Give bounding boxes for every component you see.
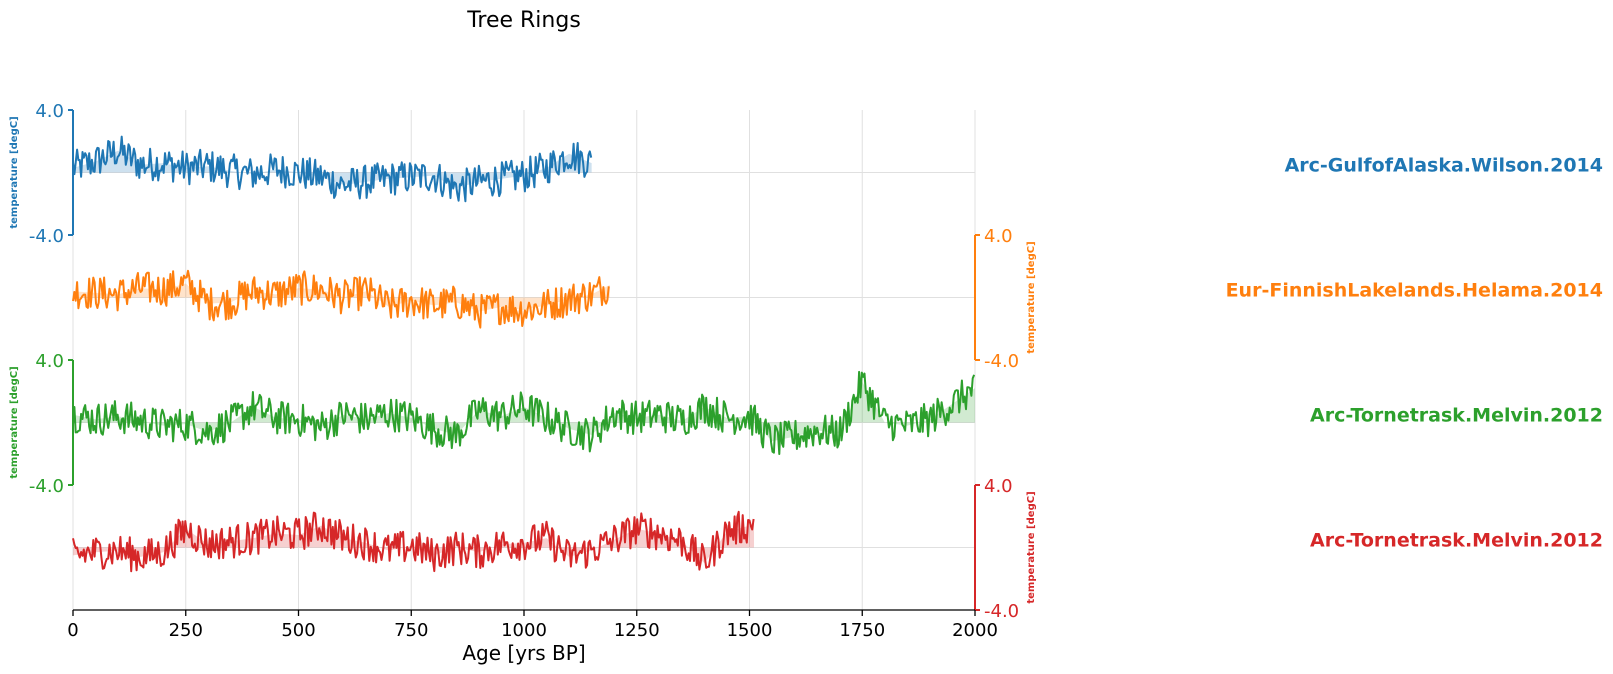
series-fill-2 xyxy=(73,381,975,442)
series-line-3 xyxy=(72,510,755,573)
y-axis-3: 4.0 -4.0 temperature [degC] xyxy=(974,476,1037,622)
y-axis-label: temperature [degC] xyxy=(9,116,20,228)
y-axis-2: 4.0 -4.0 temperature [degC] xyxy=(9,351,74,497)
x-axis-label: Age [yrs BP] xyxy=(462,641,585,665)
y-axis-0: 4.0 -4.0 temperature [degC] xyxy=(9,101,74,247)
x-tick-label: 500 xyxy=(281,620,315,641)
series-name-label: Eur-FinnishLakelands.Helama.2014 xyxy=(1226,280,1603,302)
y-tick-label: -4.0 xyxy=(29,476,64,497)
x-tick-label: 1000 xyxy=(501,620,547,641)
x-axis: 0 250 500 750 1000 1250 1500 1750 2000 xyxy=(67,609,998,641)
y-tick-label: 4.0 xyxy=(984,226,1013,247)
y-axis-label: temperature [degC] xyxy=(1026,491,1037,603)
y-tick-label: -4.0 xyxy=(29,226,64,247)
y-tick-label: -4.0 xyxy=(984,351,1019,372)
x-tick-label: 750 xyxy=(394,620,428,641)
y-tick-label: 4.0 xyxy=(35,351,64,372)
series-line-0 xyxy=(72,135,593,203)
x-tick-label: 250 xyxy=(169,620,203,641)
y-tick-label: 4.0 xyxy=(35,101,64,122)
series-line-2 xyxy=(72,370,976,455)
chart-title: Tree Rings xyxy=(466,8,581,33)
series-line-1 xyxy=(72,269,610,329)
y-tick-label: -4.0 xyxy=(984,601,1019,622)
series-name-label: Arc-Tornetrask.Melvin.2012 xyxy=(1310,405,1603,427)
y-tick-label: 4.0 xyxy=(984,476,1013,497)
series-fill-1 xyxy=(73,283,610,312)
x-tick-label: 2000 xyxy=(952,620,998,641)
series-layer: 4.0 -4.0 temperature [degC] Arc-GulfofAlask… xyxy=(9,101,1603,622)
x-tick-label: 0 xyxy=(67,620,78,641)
x-tick-label: 1500 xyxy=(727,620,773,641)
y-axis-label: temperature [degC] xyxy=(1026,241,1037,353)
series-name-label: Arc-GulfofAlaska.Wilson.2014 xyxy=(1285,155,1603,177)
y-axis-1: 4.0 -4.0 temperature [degC] xyxy=(974,226,1037,372)
series-name-label: Arc-Tornetrask.Melvin.2012 xyxy=(1310,530,1603,552)
y-axis-label: temperature [degC] xyxy=(9,366,20,478)
x-tick-label: 1250 xyxy=(614,620,660,641)
x-tick-label: 1750 xyxy=(839,620,885,641)
